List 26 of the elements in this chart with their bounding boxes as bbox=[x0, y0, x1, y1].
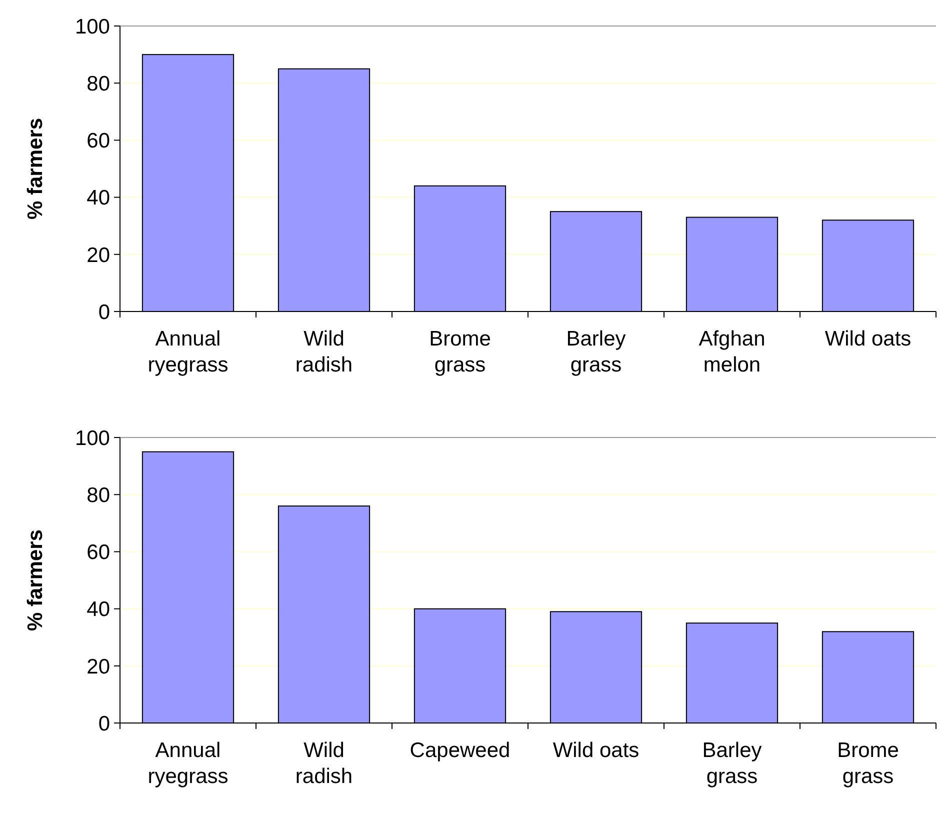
y-tick-label: 0 bbox=[98, 300, 110, 324]
x-tick-label: Wild radish bbox=[295, 739, 353, 788]
x-tick-label: Afghan melon bbox=[698, 328, 766, 376]
y-tick-label: 60 bbox=[86, 130, 110, 153]
y-tick-label: 80 bbox=[86, 484, 110, 507]
x-tick-label: Annual ryegrass bbox=[148, 328, 228, 376]
x-tick-label: Brome grass bbox=[837, 739, 899, 788]
y-tick-label: 60 bbox=[86, 541, 110, 564]
x-tick-label: Wild oats bbox=[824, 328, 912, 350]
x-tick-label: Wild oats bbox=[552, 739, 640, 762]
y-tick-label: 40 bbox=[86, 598, 110, 622]
y-tick-label: 100 bbox=[74, 426, 110, 450]
x-tick-label: Wild radish bbox=[295, 328, 353, 376]
y-tick-label: 100 bbox=[74, 15, 110, 38]
y-tick-label: 80 bbox=[86, 72, 110, 96]
y-axis-title: % farmers bbox=[24, 529, 47, 632]
y-tick-label: 0 bbox=[98, 712, 110, 736]
x-tick-label: Annual ryegrass bbox=[148, 739, 228, 788]
x-tick-label: Barley grass bbox=[566, 328, 626, 376]
y-tick-label: 40 bbox=[86, 186, 110, 210]
y-tick-label: 20 bbox=[86, 655, 110, 678]
y-axis-title: % farmers bbox=[24, 118, 47, 220]
x-tick-label: Capeweed bbox=[410, 739, 510, 762]
y-tick-label: 20 bbox=[86, 244, 110, 267]
x-tick-label: Barley grass bbox=[702, 739, 762, 788]
x-tick-label: Brome grass bbox=[429, 328, 491, 376]
